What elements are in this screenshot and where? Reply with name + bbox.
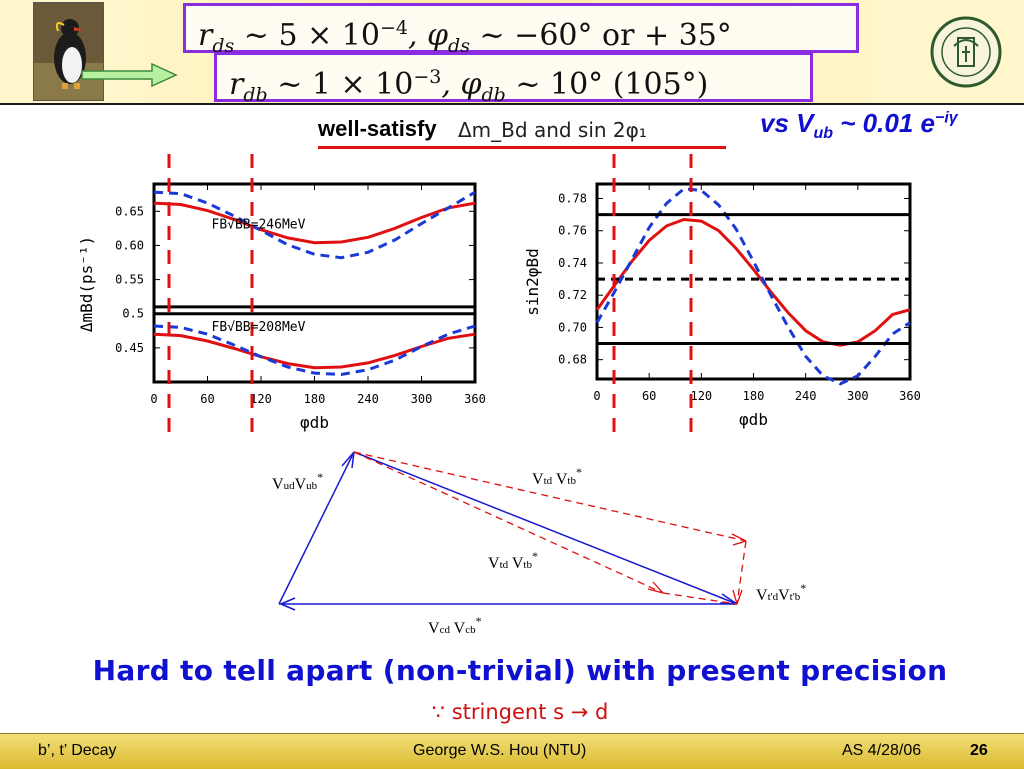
series-blue-dashed (153, 190, 476, 260)
x-tick-label: 120 (250, 392, 272, 406)
x-tick-label: 180 (304, 392, 326, 406)
formula-mid: ~ 5 × 10 (234, 18, 380, 53)
vs-vub-label: vs Vub ~ 0.01 e−iγ (760, 108, 958, 143)
series-blue-dashed (595, 187, 911, 386)
series-red-solid (153, 332, 476, 370)
dashed-arrowhead-top (731, 533, 747, 546)
y-tick-label: 0.76 (558, 224, 587, 238)
formula-rest: ~ −60° or + 35° (469, 18, 732, 53)
y-tick-label: 0.55 (115, 273, 144, 287)
formula-r: r (229, 67, 244, 102)
x-tick-label: 0 (150, 392, 157, 406)
dashed-vtd-vtb-top (353, 451, 747, 542)
series-red-solid (595, 217, 911, 347)
vcd-vcb-label: Vcd Vcb* (428, 614, 482, 637)
x-tick-label: 180 (743, 389, 765, 403)
x-tick-label: 360 (899, 389, 921, 403)
formula-exp: −4 (379, 17, 408, 39)
conclusion-text: Hard to tell apart (non-trivial) with pr… (92, 654, 948, 687)
series-blue-dashed (153, 324, 476, 377)
penguin-photo (33, 2, 104, 101)
formula-mid: ~ 1 × 10 (267, 67, 414, 102)
formula-phi-sub: db (481, 84, 506, 106)
because-text: ∵ stringent s → d (431, 700, 609, 724)
plot-frame (152, 182, 477, 384)
side-vud-vub (278, 451, 355, 605)
formula-phi-sub: ds (448, 35, 470, 57)
y-tick-label: 0.68 (558, 353, 587, 367)
dashed-arrowhead-mid (647, 581, 664, 594)
fb-208-annotation: FB√BB=208MeV (212, 320, 306, 335)
vtpd-vtpb-label: Vt'dVt'b* (756, 581, 806, 604)
y-tick-label: 0.45 (115, 341, 144, 355)
x-tick-label: 300 (411, 392, 433, 406)
slide-footer: b’, t’ Decay George W.S. Hou (NTU) AS 4/… (0, 733, 1024, 769)
x-tick-label: 360 (464, 392, 486, 406)
vs-sub: ub (813, 125, 834, 143)
formula-r: r (198, 18, 213, 53)
vud-vub-label: VudVub* (272, 470, 323, 493)
footer-topic: b’, t’ Decay (38, 742, 117, 759)
formula-rds-box: rds ~ 5 × 10−4, φds ~ −60° or + 35° (183, 3, 859, 57)
vs-prefix: vs V (760, 108, 814, 138)
y-tick-label: 0.74 (558, 256, 587, 270)
dashed-vtd-vtb-mid (353, 451, 664, 594)
fb-246-annotation: FB√BB=246MeV (212, 217, 306, 232)
well-satisfy-underline (318, 146, 726, 149)
formula-sub: db (243, 84, 268, 106)
unitarity-triangle (278, 451, 747, 611)
vs-sup: −iγ (934, 109, 958, 127)
formula-rdb-box: rdb ~ 1 × 10−3, φdb ~ 10° (105°) (214, 52, 813, 106)
footer-author: George W.S. Hou (NTU) (413, 742, 587, 759)
formula-rest: ~ 10° (105°) (505, 67, 709, 102)
y-axis-label: sin2φBd (523, 248, 542, 315)
dashed-vtpd-mid (662, 592, 738, 605)
x-tick-label: 60 (200, 392, 214, 406)
well-satisfy-math: Δm_Bd and sin 2φ₁ (458, 118, 647, 142)
formula-sub: ds (212, 35, 235, 57)
x-axis-label: φdb (300, 413, 329, 432)
formula-phi: , φ (441, 67, 482, 102)
y-tick-label: 0.65 (115, 204, 144, 218)
chart-sin2phi: 0 60 120 180 240 300 360 0.78 0.76 0.74 0.72 0.70 0.… (523, 182, 921, 429)
arrowhead-right (719, 593, 738, 605)
x-tick-label: 240 (357, 392, 379, 406)
dashed-arrowhead-down (732, 589, 743, 605)
page-number: 26 (970, 742, 988, 759)
vs-mid: ~ 0.01 e (833, 108, 935, 138)
series-red-solid (153, 201, 476, 245)
y-tick-label: 0.72 (558, 288, 587, 302)
arrowhead-top (341, 451, 355, 469)
x-axis-label: φdb (739, 410, 768, 429)
university-seal-logo (930, 16, 1002, 88)
y-tick-label: 0.60 (115, 238, 144, 252)
footer-date: AS 4/28/06 (842, 742, 922, 759)
y-tick-label: 0.70 (558, 320, 587, 334)
arrowhead-left (280, 597, 296, 611)
x-tick-label: 60 (642, 389, 656, 403)
x-tick-label: 120 (690, 389, 712, 403)
formula-exp: −3 (413, 66, 442, 88)
penguin-image (34, 3, 103, 100)
y-tick-label: 0.5 (122, 307, 144, 321)
x-tick-label: 300 (847, 389, 869, 403)
vtd-vtb-top-label: Vtd Vtb* (532, 465, 582, 488)
dashed-vtpd-top (736, 540, 747, 605)
x-tick-label: 240 (795, 389, 817, 403)
well-satisfy-label: well-satisfy (318, 116, 437, 141)
side-vtd-vtb (353, 451, 738, 605)
vtd-vtb-mid-label: Vtd Vtb* (488, 549, 538, 572)
y-tick-label: 0.78 (558, 192, 587, 206)
green-arrow-icon (81, 62, 178, 88)
y-axis-label: ΔmBd(ps⁻¹) (77, 236, 96, 332)
x-tick-label: 0 (593, 389, 600, 403)
chart-delta-m: 0 60 120 180 240 300 360 0.65 0.60 0.55 0.5 0.45 φdb… (77, 182, 486, 432)
formula-phi: , φ (407, 18, 449, 53)
